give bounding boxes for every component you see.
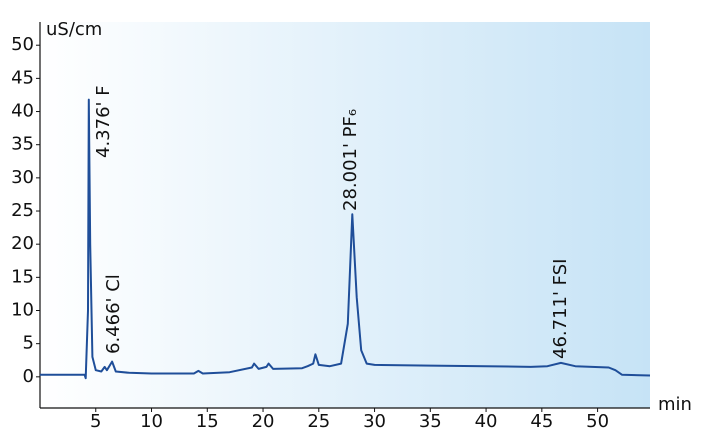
x-tick-label: 40: [475, 411, 498, 432]
trace: [40, 98, 651, 380]
y-tick-label: 25: [11, 200, 34, 221]
y-tick-label: 5: [23, 333, 34, 354]
y-tick-label: 50: [11, 34, 34, 55]
y-tick-label: 0: [23, 366, 34, 387]
y-tick-label: 20: [11, 233, 34, 254]
peak-annotation: 4.376' F: [93, 85, 114, 158]
y-tick-label: 35: [11, 134, 34, 155]
x-tick-label: 30: [363, 411, 386, 432]
x-tick-label: 15: [196, 411, 219, 432]
y-tick-label: 45: [11, 67, 34, 88]
x-tick-label: 35: [419, 411, 442, 432]
y-tick-label: 30: [11, 167, 34, 188]
x-axis-label: min: [658, 394, 692, 415]
x-tick-label: 10: [140, 411, 163, 432]
y-tick-label: 15: [11, 266, 34, 287]
y-tick-label: 10: [11, 300, 34, 321]
x-tick-label: 45: [530, 411, 553, 432]
y-axis-label: uS/cm: [46, 19, 102, 40]
x-tick-label: 20: [252, 411, 275, 432]
x-tick-label: 50: [586, 411, 609, 432]
x-tick-label: 5: [90, 411, 101, 432]
peak-annotation: 6.466' Cl: [103, 274, 124, 354]
peak-annotation: 28.001' PF₆: [340, 109, 361, 211]
peak-annotation: 46.711' FSI: [550, 259, 571, 359]
y-tick-label: 40: [11, 101, 34, 122]
x-tick-label: 25: [307, 411, 330, 432]
